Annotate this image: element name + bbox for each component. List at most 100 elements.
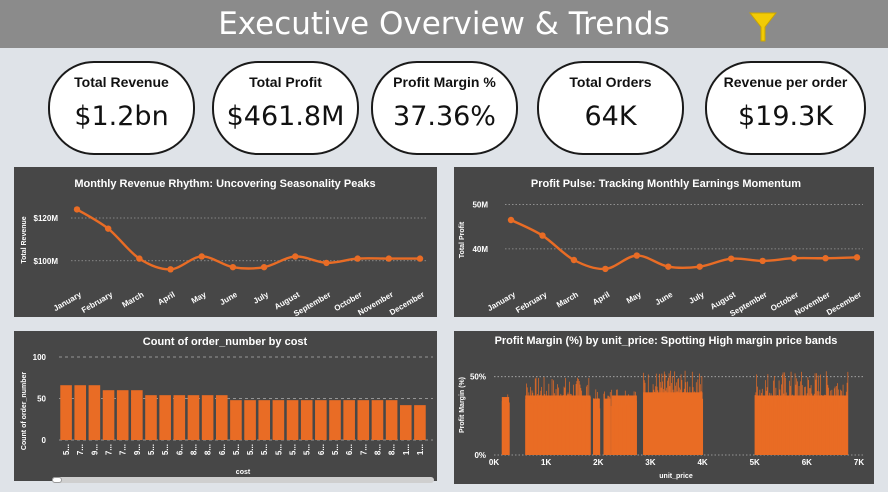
line-marks — [505, 204, 863, 273]
data-point[interactable] — [323, 259, 330, 267]
bar — [547, 403, 549, 455]
bar — [699, 384, 701, 455]
bar[interactable] — [173, 395, 186, 440]
bar[interactable] — [385, 400, 398, 440]
data-point[interactable] — [229, 263, 237, 271]
data-point[interactable] — [260, 263, 268, 271]
data-point[interactable] — [727, 255, 735, 262]
bar — [695, 398, 696, 455]
x-tick-label: 5... — [161, 444, 170, 455]
bar — [631, 397, 633, 455]
bar — [804, 387, 806, 455]
bar[interactable] — [74, 385, 87, 440]
bar — [783, 393, 785, 455]
bar — [615, 396, 617, 455]
bar — [801, 371, 802, 455]
bar — [701, 376, 703, 455]
bar[interactable] — [371, 400, 384, 440]
y-tick-group: $100M $120M — [34, 214, 59, 266]
bar — [530, 386, 531, 455]
data-point[interactable] — [136, 255, 143, 262]
bar — [542, 402, 544, 455]
data-point[interactable] — [385, 255, 393, 262]
filter-icon[interactable] — [748, 10, 778, 44]
bar[interactable] — [201, 395, 214, 440]
bar[interactable] — [399, 405, 412, 440]
bar[interactable] — [60, 385, 72, 440]
bar — [545, 400, 546, 455]
data-point[interactable] — [696, 263, 703, 270]
bar[interactable] — [414, 405, 426, 440]
bar — [526, 383, 527, 455]
scrollbar-thumb[interactable] — [52, 477, 62, 483]
data-point[interactable] — [822, 255, 829, 262]
bar — [649, 402, 651, 455]
x-tick-label: December — [825, 290, 863, 317]
y-tick-label: 50% — [470, 373, 486, 382]
data-point[interactable] — [790, 255, 798, 262]
bar — [605, 405, 606, 455]
bar[interactable] — [145, 395, 157, 440]
bar — [769, 392, 770, 455]
data-point[interactable] — [759, 257, 766, 265]
bar[interactable] — [343, 400, 355, 440]
bar[interactable] — [272, 400, 285, 440]
data-point[interactable] — [198, 253, 205, 260]
data-point[interactable] — [167, 266, 174, 273]
bar — [620, 401, 621, 455]
bar[interactable] — [329, 400, 341, 440]
data-point[interactable] — [73, 206, 81, 213]
bar — [813, 393, 815, 455]
bar[interactable] — [315, 400, 327, 440]
bar — [585, 395, 586, 455]
data-point[interactable] — [853, 254, 861, 261]
data-point[interactable] — [665, 263, 672, 270]
bar[interactable] — [116, 390, 129, 440]
bar — [831, 389, 833, 455]
data-point[interactable] — [416, 255, 424, 262]
bar — [805, 403, 807, 455]
data-point[interactable] — [633, 252, 641, 259]
bar[interactable] — [159, 395, 171, 440]
kpi-label: Total Profit — [249, 74, 322, 90]
data-point[interactable] — [539, 232, 546, 239]
kpi-card-profit-margin: Profit Margin % 37.36% — [371, 61, 518, 155]
data-point[interactable] — [104, 225, 112, 232]
bar[interactable] — [357, 400, 370, 440]
y-tick-label: 100 — [33, 353, 47, 362]
bar[interactable] — [215, 395, 228, 440]
bar — [776, 397, 778, 455]
bar[interactable] — [230, 400, 242, 440]
bar — [765, 390, 767, 455]
bar — [779, 389, 781, 455]
bar[interactable] — [102, 390, 115, 440]
x-tick-label: 1... — [416, 444, 425, 455]
bar — [757, 386, 758, 455]
bar[interactable] — [258, 400, 271, 440]
bar — [825, 394, 826, 455]
x-tick-label: March — [555, 290, 580, 310]
bar — [814, 373, 816, 455]
bar[interactable] — [88, 385, 101, 440]
bar[interactable] — [131, 390, 143, 440]
margin-by-price-chart: Profit Margin (%) by unit_price: Spottin… — [454, 331, 874, 484]
bar[interactable] — [244, 400, 256, 440]
data-point[interactable] — [292, 253, 299, 260]
kpi-label: Total Revenue — [74, 74, 169, 90]
bar[interactable] — [300, 400, 313, 440]
x-tick-label: March — [120, 290, 145, 310]
data-point[interactable] — [354, 255, 361, 262]
horizontal-scrollbar[interactable] — [52, 477, 434, 483]
bar — [801, 385, 803, 455]
data-point[interactable] — [507, 216, 515, 224]
data-point[interactable] — [602, 265, 609, 273]
data-point[interactable] — [570, 256, 578, 264]
bar — [648, 402, 650, 455]
bar — [841, 390, 842, 455]
bar — [694, 391, 696, 455]
bar[interactable] — [187, 395, 200, 440]
bar — [824, 394, 826, 455]
bar — [568, 394, 570, 455]
bar[interactable] — [286, 400, 299, 440]
y-tick-group: 40M 50M — [472, 200, 488, 253]
